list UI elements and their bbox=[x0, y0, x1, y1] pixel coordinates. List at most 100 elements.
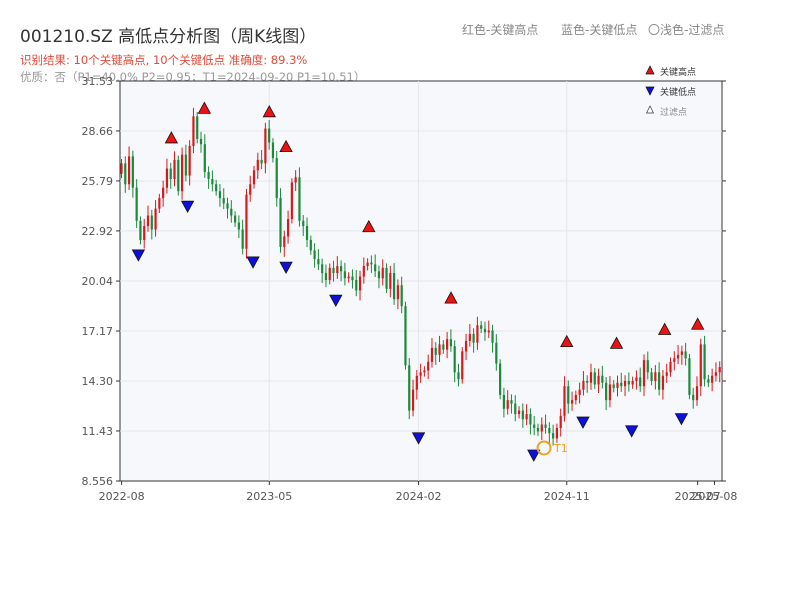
y-tick-label: 17.17 bbox=[82, 325, 114, 338]
candle-body bbox=[135, 187, 138, 221]
candle-body bbox=[589, 372, 593, 383]
candle-body bbox=[631, 380, 634, 385]
candle-body bbox=[567, 386, 570, 404]
t1-label: T1 bbox=[553, 442, 568, 455]
candle-body bbox=[597, 375, 600, 385]
candle-body bbox=[533, 424, 536, 429]
candle-body bbox=[536, 428, 540, 432]
candle-body bbox=[377, 271, 381, 279]
candle-body bbox=[173, 159, 176, 180]
candle-body bbox=[480, 325, 483, 329]
chart-title: 001210.SZ 高低点分析图（周K线图） bbox=[20, 27, 317, 47]
candle-body bbox=[177, 159, 180, 192]
legend-note-blue: 蓝色-关键低点 bbox=[561, 23, 638, 37]
candle-body bbox=[711, 375, 714, 383]
candle-body bbox=[684, 351, 687, 359]
candle-body bbox=[673, 358, 676, 362]
candle-body bbox=[343, 271, 346, 279]
legend-low-icon bbox=[645, 86, 655, 96]
candle-body bbox=[574, 394, 577, 401]
candle-body bbox=[476, 325, 479, 343]
key-low-marker bbox=[576, 416, 590, 429]
candle-body bbox=[612, 384, 615, 388]
candle-body bbox=[143, 226, 146, 240]
candle-body bbox=[654, 372, 657, 381]
candle-body bbox=[487, 330, 490, 333]
candle-body bbox=[146, 215, 150, 227]
x-tick-label: 2025-07 bbox=[675, 490, 721, 503]
candle-body bbox=[427, 361, 430, 371]
candle-body bbox=[355, 280, 358, 291]
candle-body bbox=[714, 372, 718, 376]
candle-body bbox=[449, 339, 452, 347]
candle-body bbox=[196, 116, 199, 139]
legend-note-red: 红色-关键高点 bbox=[462, 23, 539, 37]
candle-body bbox=[218, 191, 222, 199]
candle-body bbox=[601, 375, 604, 383]
candle-body bbox=[184, 154, 187, 176]
candle-body bbox=[370, 262, 373, 265]
candle-body bbox=[499, 363, 502, 395]
candle-body bbox=[199, 138, 203, 145]
candle-body bbox=[552, 433, 555, 439]
candle-body bbox=[268, 128, 271, 143]
candle-body bbox=[472, 333, 475, 343]
legend-filtered-label: 过滤点 bbox=[660, 106, 687, 118]
key-high-marker bbox=[690, 317, 705, 330]
y-tick-label: 31.53 bbox=[82, 75, 114, 88]
candle-body bbox=[404, 306, 407, 366]
candle-body bbox=[434, 347, 437, 355]
y-tick-label: 14.30 bbox=[82, 375, 114, 388]
candle-body bbox=[669, 361, 672, 373]
candle-body bbox=[131, 156, 134, 188]
candle-body bbox=[620, 382, 623, 387]
t1-ring bbox=[536, 440, 552, 456]
candle-body bbox=[495, 342, 498, 364]
key-low-marker bbox=[279, 261, 293, 274]
candle-body bbox=[593, 372, 596, 385]
candle-body bbox=[275, 158, 278, 199]
key-high-marker bbox=[164, 131, 179, 144]
candle-body bbox=[321, 264, 324, 274]
candle-body bbox=[207, 172, 210, 180]
candle-body bbox=[517, 410, 521, 415]
key-low-marker bbox=[180, 200, 195, 214]
y-tick-label: 11.43 bbox=[82, 425, 114, 438]
key-low-marker bbox=[527, 449, 541, 462]
candle-body bbox=[396, 285, 399, 300]
candle-body bbox=[578, 389, 581, 395]
candle-body bbox=[446, 339, 449, 350]
candle-body bbox=[555, 428, 559, 439]
candle-body bbox=[222, 198, 225, 204]
candle-body bbox=[514, 403, 517, 415]
candle-body bbox=[298, 177, 301, 221]
candle-body bbox=[525, 414, 528, 420]
candle-body bbox=[639, 377, 642, 387]
legend-high-label: 关键高点 bbox=[660, 66, 696, 78]
candle-body bbox=[358, 276, 362, 291]
candle-body bbox=[646, 360, 649, 373]
legend-low-label: 关键低点 bbox=[660, 86, 696, 98]
candle-body bbox=[271, 142, 275, 159]
candle-body bbox=[695, 386, 699, 401]
candle-body bbox=[430, 347, 434, 362]
candle-body bbox=[502, 394, 506, 409]
candle-body bbox=[162, 187, 165, 199]
candle-body bbox=[351, 276, 354, 281]
candle-body bbox=[438, 344, 441, 355]
candle-body bbox=[457, 372, 460, 380]
y-tick-label: 25.79 bbox=[82, 175, 114, 188]
candle-body bbox=[461, 351, 464, 380]
candle-body bbox=[521, 410, 524, 420]
candle-body bbox=[165, 168, 169, 188]
candle-body bbox=[483, 328, 487, 333]
candle-body bbox=[332, 267, 335, 274]
y-tick-label: 22.92 bbox=[82, 225, 114, 238]
candle-body bbox=[305, 226, 309, 240]
candle-body bbox=[203, 144, 206, 173]
candle-body bbox=[226, 203, 229, 209]
candle-body bbox=[548, 428, 551, 434]
candle-body bbox=[540, 424, 543, 432]
candle-body bbox=[563, 386, 566, 416]
candle-body bbox=[336, 266, 339, 274]
